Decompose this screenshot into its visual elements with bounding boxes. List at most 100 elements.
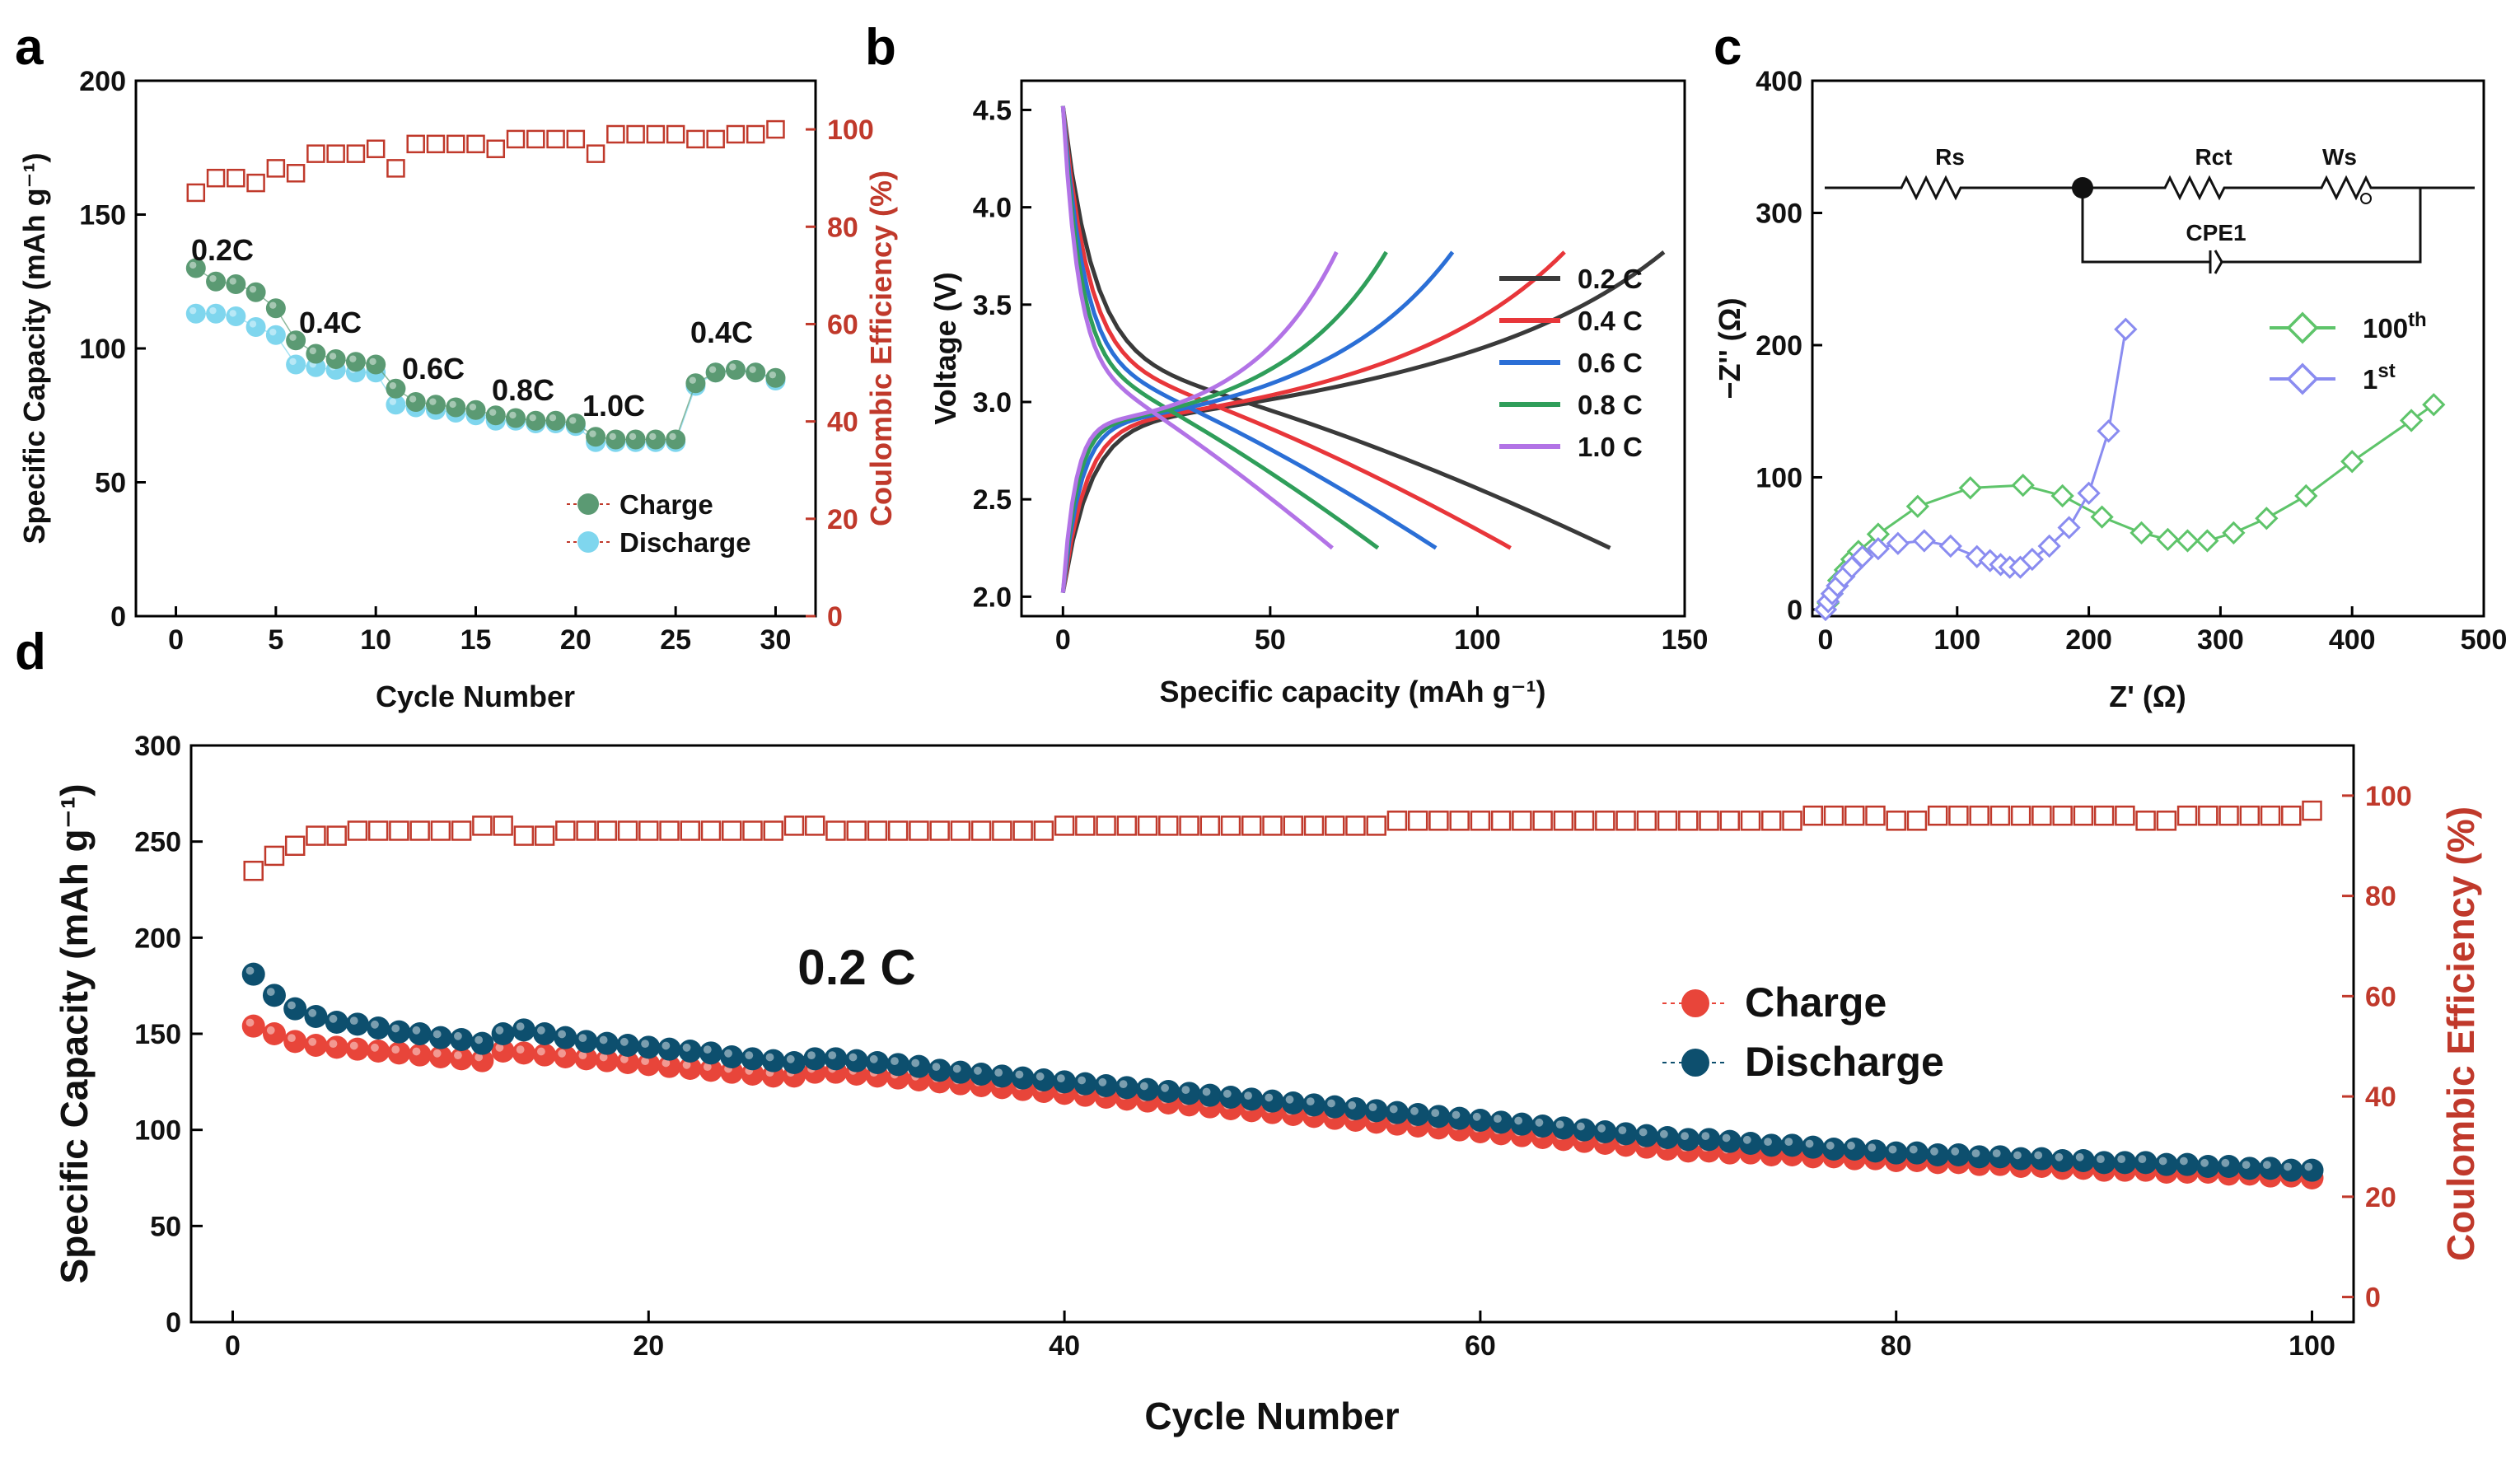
annot-a-0: 0.2C [191,233,254,267]
legend-c-marker-1 [2286,362,2319,395]
d-charge-point-14-shine [536,1047,545,1056]
c-y-label-3: 300 [1756,198,1802,229]
d-discharge-point-28 [824,1047,848,1071]
a-x-label-3: 15 [461,624,492,656]
d-discharge-point-81-shine [1930,1147,1938,1156]
a-x-label-2: 10 [360,624,391,656]
d-charge-point-9 [428,1045,452,1068]
d-discharge-point-94-shine [2200,1158,2209,1167]
d-discharge-point-84-shine [1992,1149,2001,1158]
legend-b-label-3: 0.8 C [1578,390,1643,420]
d-charge-point-0 [241,1014,265,1038]
d-charge-point-1 [262,1022,286,1045]
d-discharge-point-46-shine [1202,1087,1211,1096]
d-ce-point-27 [804,815,825,836]
circuit-wire-branch [2081,188,2422,264]
panel-a-y-label: Specific Capacity (mAh g⁻¹) [17,152,51,544]
a-ce-point-1 [206,168,226,188]
d-discharge-point-3-shine [308,1008,317,1017]
b-y-label-2: 3.0 [973,387,1012,418]
panel-b-marks [1060,105,1666,594]
d-discharge-point-99-shine [2304,1162,2313,1171]
d-ce-point-72 [1740,811,1761,831]
d-charge-point-1-shine [266,1026,275,1035]
d-discharge-point-91-shine [2138,1155,2147,1164]
d-discharge-point-16-shine [578,1034,587,1043]
a-y-label-4: 200 [79,66,126,97]
a-charge-point-10 [386,378,406,399]
d-discharge-point-44-shine [1161,1083,1169,1092]
a-ce-point-24 [666,124,685,144]
d-charge-point-16 [574,1047,598,1071]
d-discharge-point-54-shine [1368,1103,1377,1112]
d-ce-point-69 [1678,811,1699,831]
a-ce-point-15 [486,139,506,158]
d-discharge-point-66-shine [1618,1126,1627,1135]
a-ce-point-20 [586,144,605,163]
d-discharge-point-8 [408,1022,432,1045]
d-discharge-point-17 [595,1031,619,1055]
panel-d-y-ticks: 0 50 100 150 200 250 300 [134,731,203,1339]
panel-c-x-label: Z' (Ω) [2109,680,2186,713]
d-discharge-point-28-shine [828,1051,837,1060]
d-discharge-point-96 [2237,1157,2261,1180]
d-discharge-point-53-shine [1348,1101,1357,1110]
b-charge-curve-2 [1060,250,1455,593]
d-ce-point-18 [617,820,638,841]
d-ce-point-82 [1948,805,1969,826]
c-series-1-point-19 [2077,481,2101,505]
c-series-1-point-6 [1850,544,1874,568]
c-series-0-point-19 [2340,450,2364,474]
d-discharge-point-42-shine [1119,1080,1128,1089]
d-ce-point-47 [1220,815,1241,836]
c-series-1-point-9 [1912,529,1936,553]
a-ce-point-0 [186,183,206,203]
legend-c-marker-100 [2286,311,2319,344]
d-yr-label-5: 100 [2365,781,2412,812]
d-charge-point-20 [657,1054,681,1078]
d-ce-point-70 [1699,811,1719,831]
d-charge-point-16-shine [578,1051,587,1060]
d-ce-point-97 [2260,805,2281,826]
d-charge-point-15-shine [558,1049,567,1058]
d-discharge-point-86-shine [2034,1151,2043,1160]
d-discharge-point-74-shine [1784,1138,1793,1147]
d-discharge-point-78 [1863,1139,1887,1163]
d-discharge-point-98 [2279,1158,2303,1182]
d-ce-point-19 [638,820,659,841]
d-ce-point-23 [722,820,742,841]
panel-b-x-label: Specific capacity (mAh g⁻¹) [1159,675,1545,708]
d-ce-point-6 [367,820,389,841]
d-discharge-point-50-shine [1285,1095,1294,1104]
d-charge-point-4-shine [329,1040,338,1049]
d-discharge-point-61 [1510,1112,1534,1136]
d-discharge-point-49 [1260,1089,1284,1113]
panel-b: b 0 50 100 150 2.0 2.5 3.0 3.5 4.0 4.5 Specific … [865,19,1708,708]
d-discharge-point-43 [1136,1077,1160,1101]
d-discharge-point-38 [1031,1068,1055,1091]
d-ce-point-60 [1490,811,1512,831]
d-discharge-point-78-shine [1868,1143,1877,1152]
panel-d-x-label: Cycle Number [1144,1395,1399,1437]
d-discharge-point-90-shine [2117,1155,2126,1164]
d-discharge-point-4 [325,1011,348,1034]
d-ce-point-86 [2031,805,2052,826]
a-x-label-6: 30 [760,624,792,656]
d-discharge-point-65-shine [1597,1124,1606,1133]
d-ce-point-63 [1553,811,1574,831]
c-series-0-point-17 [2255,507,2279,530]
panel-b-frame [1020,79,1686,618]
d-ce-point-80 [1906,811,1928,831]
d-y-label-3: 150 [134,1019,181,1050]
a-discharge-point-10-shine [389,398,397,405]
d-discharge-point-51 [1302,1093,1325,1117]
d-discharge-point-73 [1760,1133,1784,1157]
d-discharge-point-22-shine [703,1045,712,1054]
d-ce-point-92 [2156,811,2177,831]
d-discharge-point-88 [2071,1149,2095,1172]
d-ce-point-16 [576,820,596,841]
panel-b-y-label: Voltage (V) [928,272,962,424]
d-ce-point-52 [1324,815,1345,836]
c-series-0-point-7 [1905,494,1929,518]
d-charge-point-3 [304,1034,328,1057]
